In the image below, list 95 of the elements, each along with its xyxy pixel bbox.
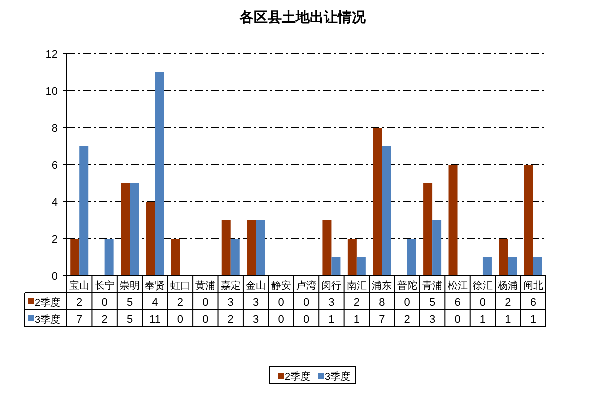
bar: [348, 239, 357, 276]
x-tick-label: 青浦: [422, 280, 443, 292]
bar: [70, 239, 80, 276]
legend: 2季度 3季度: [270, 366, 356, 384]
data-label: 5: [126, 314, 134, 326]
data-label: 11: [150, 314, 161, 326]
data-label: 0: [303, 314, 310, 326]
x-tick-label: 崇明: [120, 280, 140, 292]
bar: [508, 258, 518, 276]
data-label: 5: [429, 297, 436, 309]
bar: [121, 184, 130, 276]
x-tick-label: 黄浦: [196, 280, 216, 292]
legend-label: 2季度: [35, 297, 61, 309]
bar: [332, 258, 341, 276]
x-tick-label: 闵行: [322, 280, 342, 292]
y-tick-label: 4: [52, 197, 58, 209]
x-tick-label: 南汇: [346, 280, 367, 292]
x-tick-label: 静安: [271, 280, 292, 292]
bar: [256, 220, 266, 276]
bar: [533, 258, 542, 276]
x-tick-label: 浦东: [372, 280, 392, 292]
bar: [230, 239, 240, 276]
data-label: 0: [202, 314, 209, 326]
data-label: 1: [505, 314, 512, 326]
bar: [155, 72, 164, 276]
bar: [80, 146, 89, 276]
y-tick-label: 10: [46, 86, 58, 98]
bar: [222, 220, 231, 276]
bar: [482, 258, 492, 276]
data-label: 0: [454, 314, 461, 326]
bar: [356, 258, 366, 276]
data-label: 0: [303, 297, 310, 309]
data-label: 2: [404, 314, 410, 326]
bar: [130, 184, 140, 276]
x-tick-label: 普陀: [397, 280, 418, 292]
y-tick-label: 12: [46, 49, 58, 61]
bar: [499, 239, 508, 276]
bar: [146, 202, 156, 276]
bar: [322, 220, 332, 276]
x-tick-label: 奉贤: [145, 280, 166, 292]
x-tick-label: 杨浦: [497, 280, 518, 292]
data-label: 1: [480, 314, 486, 326]
data-label: 2: [505, 297, 512, 309]
data-label: 0: [278, 314, 284, 326]
data-label: 2: [102, 314, 108, 326]
data-label: 0: [102, 297, 108, 309]
data-label: 0: [404, 297, 410, 309]
data-label: 7: [379, 314, 386, 326]
data-label: 3: [253, 297, 260, 309]
x-tick-label: 闸北: [523, 280, 544, 292]
data-label: 7: [76, 314, 83, 326]
data-label: 2: [177, 297, 184, 309]
data-label: 0: [177, 314, 184, 326]
data-label: 3: [429, 314, 436, 326]
x-tick-label: 徐汇: [472, 280, 493, 292]
data-label: 3: [328, 297, 335, 309]
data-label: 6: [454, 297, 461, 309]
chart-title: 各区县土地出让情况: [239, 9, 367, 25]
data-label: 3: [253, 314, 260, 326]
y-tick-label: 2: [52, 234, 58, 246]
y-tick-label: 8: [52, 123, 58, 135]
data-label: 2: [228, 314, 234, 326]
data-label: 1: [530, 314, 536, 326]
bar: [373, 128, 382, 276]
bar: [407, 239, 416, 276]
x-tick-label: 金山: [246, 280, 266, 292]
data-label: 4: [152, 297, 158, 309]
x-tick-label: 嘉定: [220, 280, 241, 292]
data-label: 0: [480, 297, 486, 309]
bar: [448, 165, 458, 276]
data-label: 3: [228, 297, 234, 309]
data-label: 1: [354, 314, 360, 326]
legend-label: 3季度: [35, 314, 61, 326]
bar: [432, 220, 442, 276]
y-tick-label: 0: [52, 271, 58, 283]
x-tick-label: 松江: [448, 280, 468, 292]
bar: [524, 165, 534, 276]
bar: [171, 239, 180, 276]
data-label: 5: [126, 297, 134, 309]
y-tick-label: 6: [52, 160, 58, 172]
data-label: 0: [278, 297, 284, 309]
bar: [104, 239, 114, 276]
x-tick-label: 卢湾: [296, 280, 316, 292]
bar: [247, 220, 256, 276]
data-label: 6: [530, 297, 536, 309]
data-label: 2: [354, 297, 360, 309]
data-label: 1: [328, 314, 335, 326]
x-tick-label: 虹口: [170, 280, 190, 292]
x-tick-label: 宝山: [70, 280, 90, 292]
data-label: 0: [202, 297, 209, 309]
x-tick-label: 长宁: [94, 280, 115, 292]
data-label: 2: [76, 297, 83, 309]
bar: [382, 146, 392, 276]
data-label: 8: [379, 297, 386, 309]
bar: [424, 184, 433, 276]
